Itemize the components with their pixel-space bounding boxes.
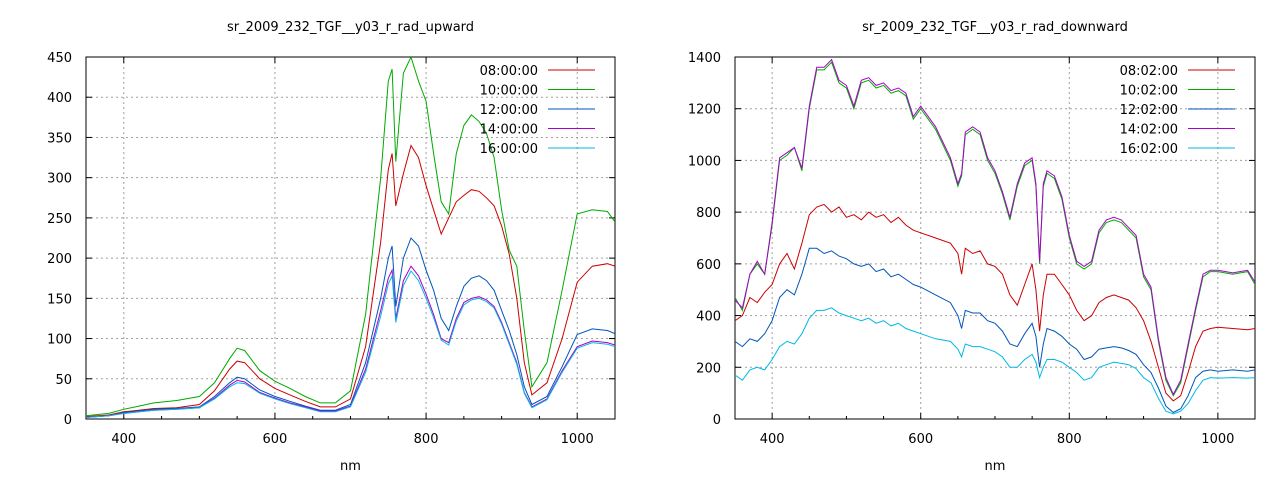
- series-line-080200: [735, 203, 1255, 402]
- x-axis-label: nm: [340, 459, 361, 474]
- y-tick-label: 800: [696, 206, 721, 221]
- x-tick-label: 1000: [1201, 432, 1234, 447]
- y-tick-label: 450: [47, 51, 72, 66]
- series-line-160200: [735, 307, 1255, 415]
- y-tick-label: 400: [696, 310, 721, 325]
- y-tick-label: 400: [47, 91, 72, 106]
- series-line-100000: [86, 57, 615, 417]
- x-tick-label: 400: [111, 432, 136, 447]
- legend-label: 08:00:00: [480, 64, 538, 79]
- y-tick-label: 1200: [688, 103, 721, 118]
- series-line-140200: [735, 58, 1255, 396]
- y-tick-label: 1400: [688, 51, 721, 66]
- y-tick-label: 1000: [688, 154, 721, 169]
- y-tick-label: 0: [713, 413, 721, 428]
- y-tick-label: 200: [47, 252, 72, 267]
- legend-label: 14:00:00: [480, 123, 538, 138]
- chart-title: sr_2009_232_TGF__y03_r_rad_upward: [227, 20, 474, 35]
- chart-title: sr_2009_232_TGF__y03_r_rad_downward: [862, 20, 1128, 35]
- series-line-160000: [86, 270, 615, 418]
- y-tick-label: 200: [696, 361, 721, 376]
- series-line-120200: [735, 247, 1255, 414]
- series-line-080000: [86, 144, 615, 418]
- y-tick-label: 300: [47, 172, 72, 187]
- y-tick-label: 0: [64, 413, 72, 428]
- legend-label: 10:02:00: [1120, 84, 1178, 99]
- y-tick-label: 350: [47, 131, 72, 146]
- legend-label: 10:00:00: [480, 84, 538, 99]
- legend-label: 12:02:00: [1120, 103, 1178, 118]
- legend-label: 12:00:00: [480, 103, 538, 118]
- y-tick-label: 600: [696, 258, 721, 273]
- legend-label: 16:00:00: [480, 142, 538, 157]
- y-tick-label: 50: [55, 373, 72, 388]
- series-line-120000: [86, 237, 615, 418]
- x-tick-label: 600: [263, 432, 288, 447]
- y-tick-label: 100: [47, 333, 72, 348]
- series-line-140000: [86, 265, 615, 418]
- legend-label: 08:02:00: [1120, 64, 1178, 79]
- x-tick-label: 400: [760, 432, 785, 447]
- x-tick-label: 800: [414, 432, 439, 447]
- y-tick-label: 250: [47, 212, 72, 227]
- legend-label: 16:02:00: [1120, 142, 1178, 157]
- x-tick-label: 1000: [561, 432, 594, 447]
- x-axis-label: nm: [985, 459, 1006, 474]
- x-tick-label: 800: [1057, 432, 1082, 447]
- legend-label: 14:02:00: [1120, 123, 1178, 138]
- x-tick-label: 600: [908, 432, 933, 447]
- y-tick-label: 150: [47, 292, 72, 307]
- downward-radiance-chart: 400 600 800 1000 0 200 400 600 800 1000 1200 1400 sr…: [688, 20, 1256, 474]
- upward-radiance-chart: 400 600 800 1000 0 50 100 150 200 250 300 350 400 450…: [47, 20, 616, 474]
